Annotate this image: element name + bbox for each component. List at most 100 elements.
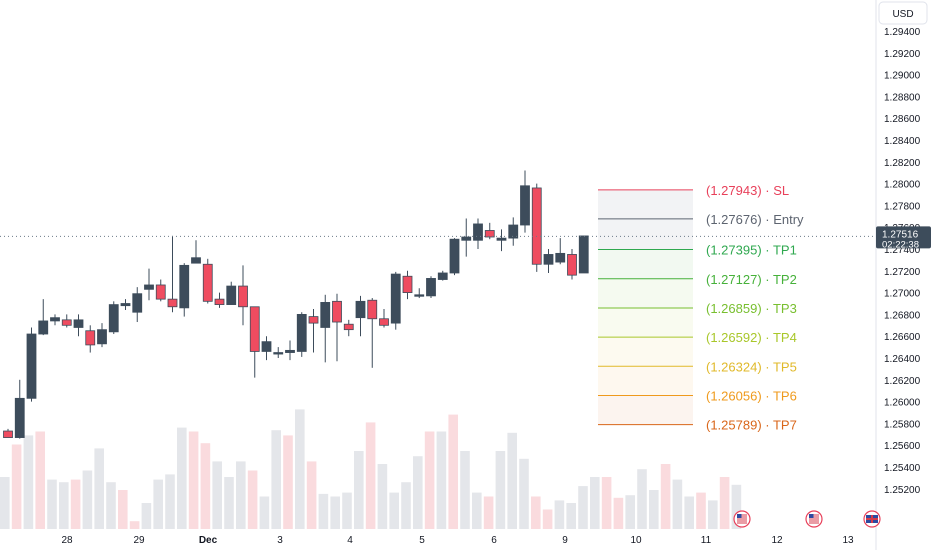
volume-bar bbox=[660, 464, 671, 529]
candle-body bbox=[285, 349, 295, 353]
price-tick-label: 1.27000 bbox=[884, 289, 921, 300]
candle-body bbox=[320, 302, 331, 328]
level-label: (1.27943) · SL bbox=[706, 183, 789, 198]
volume-bar bbox=[377, 464, 388, 529]
currency-button[interactable] bbox=[878, 1, 928, 25]
candle-body bbox=[508, 224, 519, 239]
volume-bar bbox=[672, 479, 683, 529]
level-label: (1.27395) · TP1 bbox=[706, 243, 797, 258]
trade-levels: (1.27943) · SL (1.27676) · Entry (1.27395)… bbox=[598, 183, 804, 433]
volume-bar bbox=[177, 427, 187, 529]
bar-countdown: 02:22:38 bbox=[882, 239, 919, 250]
volume-bar bbox=[224, 477, 234, 529]
volume-bar bbox=[118, 490, 128, 529]
time-tick-label: 5 bbox=[419, 535, 425, 546]
volume-bar bbox=[519, 458, 529, 529]
price-tick-label: 1.27800 bbox=[884, 201, 921, 212]
level-label: (1.27127) · TP2 bbox=[706, 272, 797, 287]
volume-bar bbox=[165, 474, 175, 529]
candle-body bbox=[402, 275, 413, 294]
time-tick-label: 12 bbox=[771, 535, 783, 546]
volume-bar bbox=[0, 477, 10, 529]
candle-body bbox=[120, 303, 131, 307]
volume-bar bbox=[200, 443, 211, 529]
candle-body bbox=[273, 352, 284, 355]
candle-body bbox=[555, 252, 566, 263]
volume-bar bbox=[318, 493, 329, 529]
level-label: (1.26056) · TP6 bbox=[706, 388, 797, 403]
price-tick-label: 1.28600 bbox=[884, 114, 921, 125]
volume-bar bbox=[413, 456, 423, 529]
volume-bar bbox=[271, 430, 281, 529]
risk-zone bbox=[598, 189, 693, 250]
candle-body bbox=[132, 293, 143, 313]
flag-canton bbox=[737, 514, 742, 518]
price-tick-label: 1.25200 bbox=[884, 485, 921, 496]
candle-body bbox=[531, 187, 542, 265]
level-label: (1.25789) · TP7 bbox=[706, 418, 797, 433]
price-tick-label: 1.28400 bbox=[884, 136, 921, 147]
time-tick-label: 4 bbox=[347, 535, 353, 546]
candle-body bbox=[191, 257, 201, 264]
volume-bar bbox=[625, 495, 635, 529]
price-tick-label: 1.28200 bbox=[884, 158, 921, 169]
volume-bar bbox=[247, 470, 258, 529]
volume-bar bbox=[590, 477, 600, 529]
candle-body bbox=[202, 263, 213, 302]
volume-bar bbox=[507, 432, 517, 529]
candle-body bbox=[85, 330, 96, 346]
volume-bar bbox=[542, 509, 553, 529]
volume-bar bbox=[306, 461, 317, 529]
currency-label[interactable]: USD bbox=[892, 9, 913, 20]
candle-body bbox=[214, 298, 225, 305]
volume-bar bbox=[94, 448, 104, 529]
volume-bar bbox=[47, 479, 57, 529]
volume-bar bbox=[35, 431, 45, 529]
target-zone bbox=[598, 249, 693, 279]
level-label: (1.26324) · TP5 bbox=[706, 359, 797, 374]
candle-body bbox=[520, 185, 530, 226]
candle-body bbox=[390, 273, 401, 324]
price-tick-label: 1.26800 bbox=[884, 310, 921, 321]
us-flag-icon[interactable] bbox=[805, 510, 823, 528]
time-tick-label: 11 bbox=[701, 535, 712, 546]
volume-bar bbox=[637, 469, 647, 529]
volume-bar bbox=[649, 490, 659, 529]
volume-bar bbox=[106, 482, 116, 529]
time-axis[interactable]: 28 29 Dec 3 4 5 6 9 10 11 12 13 bbox=[61, 535, 854, 546]
price-axis[interactable]: USD 1.29400 1.29200 1.29000 1.28800 1.28600 1.… bbox=[875, 0, 932, 550]
candle-body bbox=[414, 294, 425, 297]
level-label: (1.26592) · TP4 bbox=[706, 330, 797, 345]
volume-bar bbox=[448, 414, 458, 529]
candle-body bbox=[355, 300, 366, 319]
volume-bar bbox=[684, 496, 694, 529]
volume-bar bbox=[566, 503, 576, 529]
candle-body bbox=[50, 317, 60, 322]
candle-body bbox=[3, 430, 13, 438]
volume-bar bbox=[141, 503, 152, 529]
us-flag-icon[interactable] bbox=[733, 510, 751, 528]
candle-body bbox=[73, 319, 84, 328]
price-tick-label: 1.26400 bbox=[884, 354, 921, 365]
volume-bar bbox=[483, 496, 494, 529]
target-zone bbox=[598, 307, 693, 338]
candle-body bbox=[144, 284, 154, 290]
time-tick-label: 10 bbox=[630, 535, 642, 546]
price-tick-label: 1.29400 bbox=[884, 27, 921, 38]
volume-bar bbox=[11, 444, 22, 529]
candle-body bbox=[343, 323, 354, 331]
volume-bar bbox=[472, 492, 482, 529]
time-tick-label: 3 bbox=[277, 535, 283, 546]
volume-bar bbox=[554, 500, 565, 529]
volume-bar bbox=[236, 461, 246, 529]
volume-bar bbox=[70, 479, 81, 529]
candle-body bbox=[437, 272, 448, 280]
candle-body bbox=[226, 285, 237, 305]
volume-bar bbox=[424, 431, 435, 529]
candle-body bbox=[578, 235, 589, 274]
candle-body bbox=[238, 285, 248, 308]
event-flags[interactable] bbox=[733, 510, 881, 528]
uk-flag-icon[interactable] bbox=[863, 510, 881, 528]
